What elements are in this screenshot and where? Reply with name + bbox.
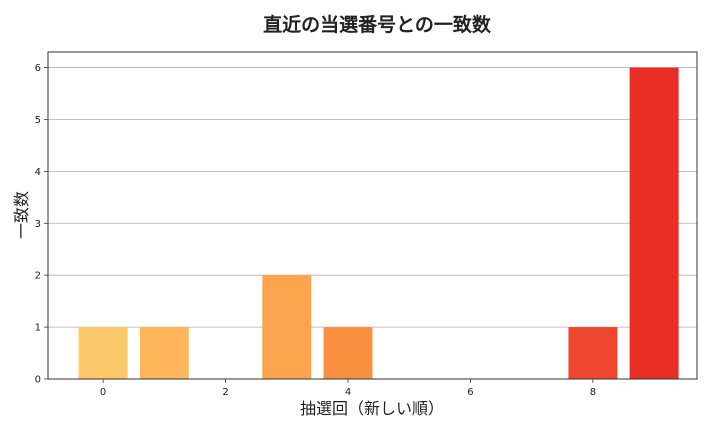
x-tick-label: 4 — [345, 387, 351, 398]
y-tick-label: 5 — [35, 115, 41, 126]
plot-frame — [47, 51, 698, 380]
y-tick-label: 2 — [35, 271, 41, 282]
x-tick-label: 2 — [222, 387, 228, 398]
x-tick-label: 0 — [100, 387, 106, 398]
y-tick-label: 6 — [35, 63, 41, 74]
y-tick-label: 4 — [35, 167, 41, 178]
bars — [78, 67, 679, 380]
y-tick-label: 3 — [35, 219, 41, 230]
bar — [262, 275, 312, 379]
x-axis-label: 抽選回（新しい順） — [300, 399, 444, 418]
bar — [323, 327, 373, 379]
bar — [629, 67, 679, 380]
y-tick-label: 0 — [35, 375, 41, 386]
bar — [78, 327, 128, 379]
chart-title: 直近の当選番号との一致数 — [263, 13, 492, 36]
y-axis-label: 一致数 — [12, 191, 31, 239]
bar — [139, 327, 189, 379]
y-tick-label: 1 — [35, 323, 41, 334]
bar — [568, 327, 618, 379]
x-tick-label: 6 — [467, 387, 473, 398]
x-tick-label: 8 — [590, 387, 596, 398]
tick-labels: 0 1 2 3 4 5 6 0 2 4 6 8 — [35, 63, 596, 398]
